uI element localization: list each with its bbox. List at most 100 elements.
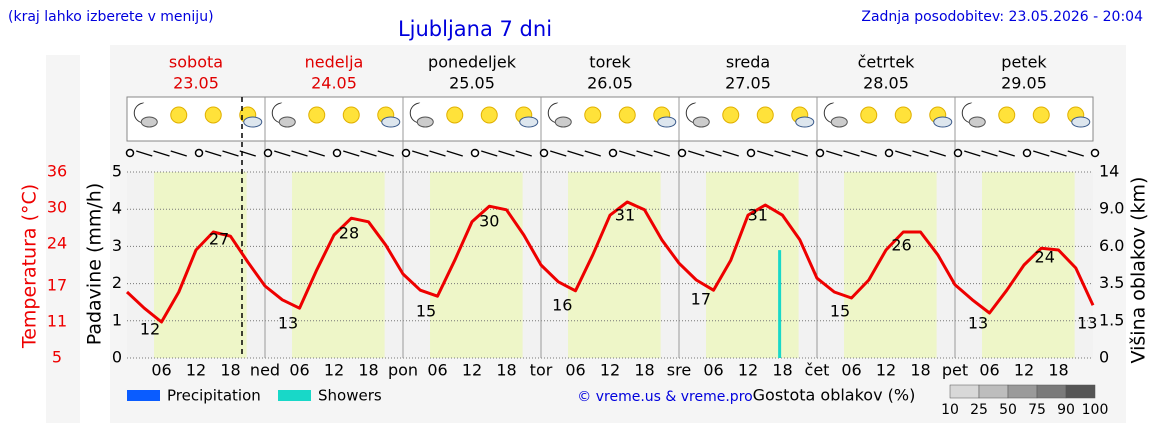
- daylight-band: [154, 172, 247, 358]
- cloud-icon: [519, 116, 539, 128]
- x-tick-label: 12: [876, 361, 896, 380]
- x-tick-label: 12: [186, 361, 206, 380]
- temperature-tick-label: 5: [52, 348, 62, 367]
- wind-barb: [860, 150, 877, 157]
- wind-barb: [567, 150, 584, 157]
- x-tick-label: 06: [151, 361, 171, 380]
- wind-barb: [584, 150, 601, 157]
- wind-barb: [843, 150, 860, 157]
- x-tick-label: tor: [530, 361, 553, 380]
- cloud-legend-box: [1065, 384, 1096, 399]
- moon-shadow: [692, 101, 711, 119]
- wind-barb: [791, 150, 808, 157]
- wind-barb: [205, 150, 222, 157]
- x-tick-label: sre: [667, 361, 691, 380]
- cloud-legend-tick: 100: [1082, 402, 1109, 418]
- cloud-icon: [657, 116, 677, 128]
- y-tick-label: 4: [112, 199, 122, 218]
- temperature-label: 15: [416, 302, 436, 321]
- x-tick-label: 18: [772, 361, 792, 380]
- x-tick-label: 18: [496, 361, 516, 380]
- sun-icon: [480, 106, 498, 124]
- wind-barb: [498, 150, 515, 157]
- sun-icon: [756, 106, 774, 124]
- cloud-legend-box: [1007, 384, 1038, 399]
- wind-barb: [550, 150, 567, 157]
- day-date: 28.05: [863, 74, 909, 93]
- wind-barb: [653, 150, 670, 157]
- chart-title: Ljubljana 7 dni: [398, 17, 552, 41]
- wind-calm: [194, 148, 204, 158]
- daylight-band: [706, 172, 799, 358]
- cloud-legend-box: [978, 384, 1009, 399]
- legend-swatch: [278, 390, 311, 401]
- wind-barb: [1050, 150, 1067, 157]
- x-tick-label: 18: [634, 361, 654, 380]
- temperature-axis-title: Temperatura (°C): [19, 184, 41, 349]
- wind-barb: [1033, 150, 1050, 157]
- cloud-icon: [1071, 116, 1091, 128]
- y2-axis-title: Višina oblakov (km): [1128, 177, 1150, 364]
- x-tick-label: 18: [358, 361, 378, 380]
- cloud-icon: [140, 116, 158, 128]
- updated: Zadnja posodobitev: 23.05.2026 - 20:04: [861, 9, 1143, 25]
- y-tick-label: 5: [112, 162, 122, 181]
- cloud-legend-tick: 90: [1057, 402, 1075, 418]
- wind-calm: [539, 148, 549, 158]
- cloud-icon: [830, 116, 848, 128]
- cloud-legend-tick: 10: [941, 402, 959, 418]
- y-tick-label: 2: [112, 273, 122, 292]
- wind-barb: [446, 150, 463, 157]
- sun-icon: [618, 106, 636, 124]
- y2-tick-label: 6.0: [1099, 236, 1124, 255]
- wind-barb: [981, 150, 998, 157]
- sun-icon: [308, 106, 326, 124]
- sun-icon: [998, 106, 1016, 124]
- wind-barb: [774, 150, 791, 157]
- temperature-label: 13: [968, 314, 988, 333]
- temperature-label: 16: [552, 296, 572, 315]
- y2-tick-label: 1.5: [1099, 310, 1124, 329]
- day-date: 27.05: [725, 74, 771, 93]
- wind-barb: [998, 150, 1015, 157]
- moon-shadow: [140, 101, 159, 119]
- wind-barb: [153, 150, 170, 157]
- sun-icon: [584, 106, 602, 124]
- wind-calm: [125, 148, 135, 158]
- temperature-label: 15: [830, 302, 850, 321]
- temperature-label: 13: [1077, 314, 1097, 333]
- temperature-label: 30: [479, 212, 499, 231]
- sun-icon: [446, 106, 464, 124]
- left-panel: [46, 55, 80, 423]
- day-name: nedelja: [305, 53, 364, 72]
- temperature-label: 13: [278, 314, 298, 333]
- cloud-legend-tick: 50: [999, 402, 1017, 418]
- temperature-tick-label: 17: [47, 276, 67, 295]
- credit: © vreme.us & vreme.pro: [577, 389, 752, 405]
- cloud-icon: [554, 116, 572, 128]
- day-name: četrtek: [858, 53, 916, 72]
- y2-tick-label: 9.0: [1099, 199, 1124, 218]
- wind-barb: [377, 150, 394, 157]
- day-name: ponedeljek: [428, 53, 517, 72]
- wind-barb: [291, 150, 308, 157]
- temperature-line: [125, 200, 1095, 324]
- cloud-legend-tick: 25: [970, 402, 988, 418]
- wind-barb: [170, 150, 187, 157]
- temperature-label: 26: [891, 236, 911, 255]
- daylight-band: [982, 172, 1075, 358]
- x-tick-label: 12: [462, 361, 482, 380]
- x-tick-label: 18: [910, 361, 930, 380]
- wind-barb: [222, 150, 239, 157]
- wind-barb: [343, 150, 360, 157]
- wind-calm: [953, 148, 963, 158]
- wind-calm: [332, 148, 342, 158]
- y-tick-label: 3: [112, 236, 122, 255]
- wind-barb: [929, 150, 946, 157]
- day-date: 23.05: [173, 74, 219, 93]
- wind-barb: [636, 150, 653, 157]
- x-tick-label: 06: [289, 361, 309, 380]
- x-tick-label: 06: [703, 361, 723, 380]
